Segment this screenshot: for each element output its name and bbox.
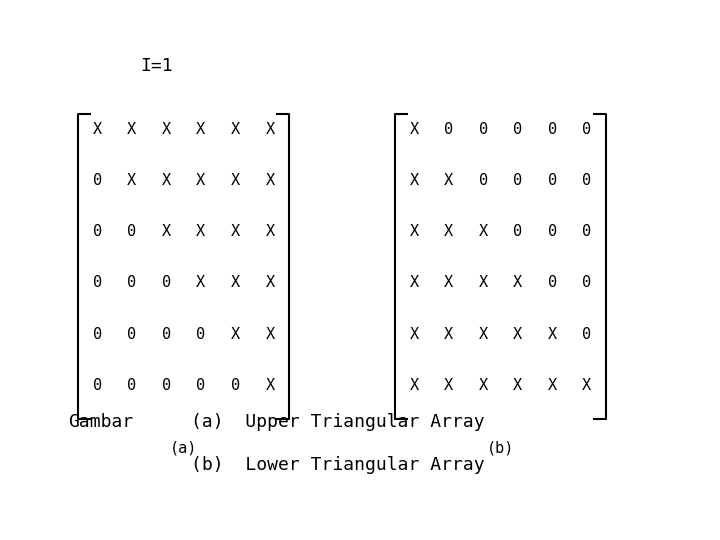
Text: 0: 0 [93, 224, 102, 239]
Text: X: X [127, 122, 136, 137]
Text: Gambar: Gambar [68, 413, 134, 431]
Text: X: X [410, 378, 418, 393]
Text: 0: 0 [93, 173, 102, 188]
Text: X: X [548, 327, 557, 342]
Text: X: X [410, 122, 418, 137]
Text: 0: 0 [127, 327, 136, 342]
Text: X: X [127, 173, 136, 188]
Text: X: X [410, 275, 418, 291]
Text: X: X [479, 378, 487, 393]
Text: X: X [479, 275, 487, 291]
Text: X: X [513, 378, 522, 393]
Text: X: X [444, 224, 453, 239]
Text: X: X [162, 224, 171, 239]
Text: X: X [513, 275, 522, 291]
Text: 0: 0 [444, 122, 453, 137]
Text: X: X [266, 378, 274, 393]
Text: 0: 0 [513, 122, 522, 137]
Text: X: X [444, 173, 453, 188]
Text: I=1: I=1 [140, 57, 173, 75]
Text: 0: 0 [93, 378, 102, 393]
Text: X: X [231, 275, 240, 291]
Text: X: X [197, 275, 205, 291]
Text: 0: 0 [197, 327, 205, 342]
Text: X: X [162, 173, 171, 188]
Text: X: X [197, 122, 205, 137]
Text: 0: 0 [513, 224, 522, 239]
Text: (a)  Upper Triangular Array: (a) Upper Triangular Array [191, 413, 485, 431]
Text: 0: 0 [548, 275, 557, 291]
Text: X: X [444, 327, 453, 342]
Text: 0: 0 [127, 224, 136, 239]
Text: X: X [231, 327, 240, 342]
Text: 0: 0 [582, 122, 591, 137]
Text: X: X [231, 173, 240, 188]
Text: X: X [444, 378, 453, 393]
Text: (b)  Lower Triangular Array: (b) Lower Triangular Array [191, 456, 485, 474]
Text: 0: 0 [479, 173, 487, 188]
Text: 0: 0 [479, 122, 487, 137]
Text: 0: 0 [548, 224, 557, 239]
Text: X: X [231, 224, 240, 239]
Text: X: X [410, 327, 418, 342]
Text: 0: 0 [162, 327, 171, 342]
Text: 0: 0 [127, 275, 136, 291]
Text: X: X [548, 378, 557, 393]
Text: X: X [479, 327, 487, 342]
Text: X: X [266, 327, 274, 342]
Text: 0: 0 [548, 122, 557, 137]
Text: X: X [197, 173, 205, 188]
Text: 0: 0 [93, 275, 102, 291]
Text: 0: 0 [582, 327, 591, 342]
Text: 0: 0 [582, 173, 591, 188]
Text: X: X [162, 122, 171, 137]
Text: 0: 0 [93, 327, 102, 342]
Text: X: X [231, 122, 240, 137]
Text: X: X [410, 224, 418, 239]
Text: 0: 0 [548, 173, 557, 188]
Text: X: X [266, 224, 274, 239]
Text: 0: 0 [197, 378, 205, 393]
Text: X: X [410, 173, 418, 188]
Text: 0: 0 [231, 378, 240, 393]
Text: X: X [582, 378, 591, 393]
Text: 0: 0 [582, 275, 591, 291]
Text: X: X [266, 122, 274, 137]
Text: X: X [479, 224, 487, 239]
Text: X: X [444, 275, 453, 291]
Text: X: X [197, 224, 205, 239]
Text: (b): (b) [487, 441, 514, 456]
Text: X: X [266, 275, 274, 291]
Text: 0: 0 [513, 173, 522, 188]
Text: 0: 0 [582, 224, 591, 239]
Text: (a): (a) [170, 441, 197, 456]
Text: X: X [266, 173, 274, 188]
Text: 0: 0 [162, 378, 171, 393]
Text: X: X [93, 122, 102, 137]
Text: 0: 0 [127, 378, 136, 393]
Text: 0: 0 [162, 275, 171, 291]
Text: X: X [513, 327, 522, 342]
